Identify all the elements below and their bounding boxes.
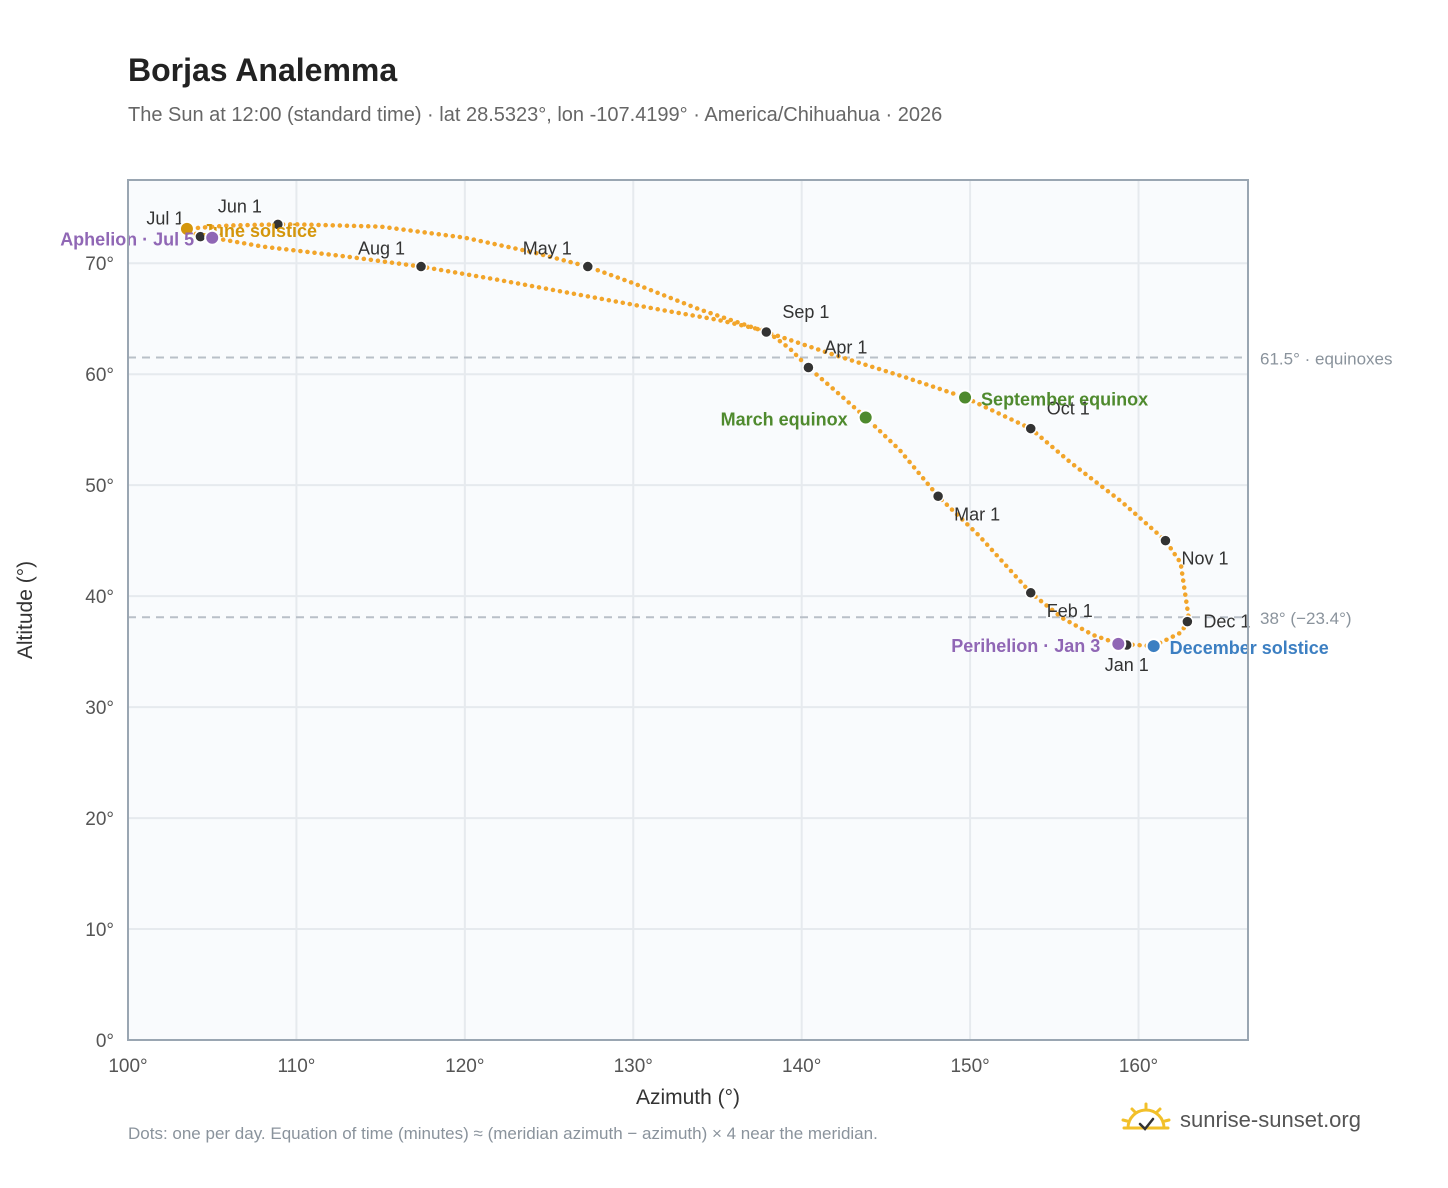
month-marker-dot xyxy=(414,260,428,273)
plot-background xyxy=(128,180,1248,1040)
event-marker-dot xyxy=(1145,638,1162,655)
x-tick-label: 100° xyxy=(108,1056,147,1077)
x-tick-label: 160° xyxy=(1119,1056,1158,1077)
y-axis-ticks: 0° 10° 20° 30° 40° 50° 60° 70° xyxy=(85,254,114,1052)
y-tick-label: 60° xyxy=(85,365,114,386)
brand-link[interactable]: sunrise-sunset.org xyxy=(1180,1107,1361,1132)
event-marker-label: June solstice xyxy=(203,221,317,241)
reference-line-label: 61.5° · equinoxes xyxy=(1260,350,1393,369)
x-tick-label: 110° xyxy=(277,1056,315,1077)
x-axis-ticks: 100° 110° 120° 130° 140° 150° 160° xyxy=(108,1056,1158,1077)
x-tick-label: 140° xyxy=(782,1056,821,1077)
event-marker-dot xyxy=(204,229,221,246)
month-marker-dot xyxy=(271,218,285,231)
event-marker-label: Perihelion · Jan 3 xyxy=(951,636,1100,656)
y-tick-label: 40° xyxy=(85,587,114,608)
grid-lines xyxy=(127,180,1248,1041)
y-tick-label: 70° xyxy=(85,254,114,275)
chart-subtitle: The Sun at 12:00 (standard time) · lat 2… xyxy=(128,104,943,126)
month-marker-dot xyxy=(581,260,595,273)
month-marker-dot xyxy=(760,325,773,339)
event-marker-label: March equinox xyxy=(721,409,848,429)
month-marker-dot xyxy=(931,490,945,503)
y-tick-label: 30° xyxy=(85,698,114,719)
brand[interactable]: sunrise-sunset.org xyxy=(1120,1102,1361,1138)
month-marker-dot xyxy=(1181,615,1194,628)
month-markers: Jan 1 Feb 1 Mar 1 Apr 1 May 1 Jun 1 Jul 1 Aug 1… xyxy=(146,196,1250,675)
x-tick-label: 150° xyxy=(950,1056,989,1077)
month-marker-label: May 1 xyxy=(523,239,572,259)
reference-line-label: 38° (−23.4°) xyxy=(1260,609,1352,628)
chart-title: Borjas Analemma xyxy=(128,52,398,88)
sun-logo-icon xyxy=(1121,1102,1171,1131)
y-tick-label: 0° xyxy=(96,1031,114,1052)
event-marker-label: September equinox xyxy=(981,389,1148,409)
month-marker-dot xyxy=(1024,422,1037,435)
month-marker-label: Mar 1 xyxy=(954,504,1000,524)
month-marker-label: Dec 1 xyxy=(1203,612,1250,632)
month-marker-label: Sep 1 xyxy=(782,302,829,322)
month-marker-label: Aug 1 xyxy=(358,239,405,259)
x-axis-label: Azimuth (°) xyxy=(636,1086,740,1109)
month-marker-dot xyxy=(1159,534,1172,547)
y-tick-label: 20° xyxy=(85,809,114,830)
month-marker-label: Apr 1 xyxy=(824,338,867,358)
month-marker-label: Oct 1 xyxy=(1047,399,1090,419)
month-marker-dot xyxy=(802,361,815,374)
y-axis-label: Altitude (°) xyxy=(14,561,37,659)
footnote: Dots: one per day. Equation of time (min… xyxy=(128,1124,878,1143)
month-marker-label: Feb 1 xyxy=(1047,601,1093,621)
y-tick-label: 10° xyxy=(85,920,114,941)
month-marker-label: Jan 1 xyxy=(1105,655,1149,675)
month-marker-label: Jun 1 xyxy=(218,196,262,216)
plot-frame xyxy=(127,179,1249,1041)
x-tick-label: 130° xyxy=(614,1056,653,1077)
event-marker-dot xyxy=(1110,635,1127,652)
event-marker-label: December solstice xyxy=(1170,638,1329,658)
reference-lines: 61.5° · equinoxes 38° (−23.4°) xyxy=(128,350,1393,628)
event-marker-dot xyxy=(857,409,874,426)
x-tick-label: 120° xyxy=(445,1056,484,1077)
event-marker-dot xyxy=(178,220,195,237)
y-tick-label: 50° xyxy=(85,476,114,497)
month-marker-dot xyxy=(1024,586,1037,600)
month-marker-label: Nov 1 xyxy=(1181,549,1228,569)
month-marker-label: Jul 1 xyxy=(146,209,184,229)
event-marker-dot xyxy=(957,389,974,406)
